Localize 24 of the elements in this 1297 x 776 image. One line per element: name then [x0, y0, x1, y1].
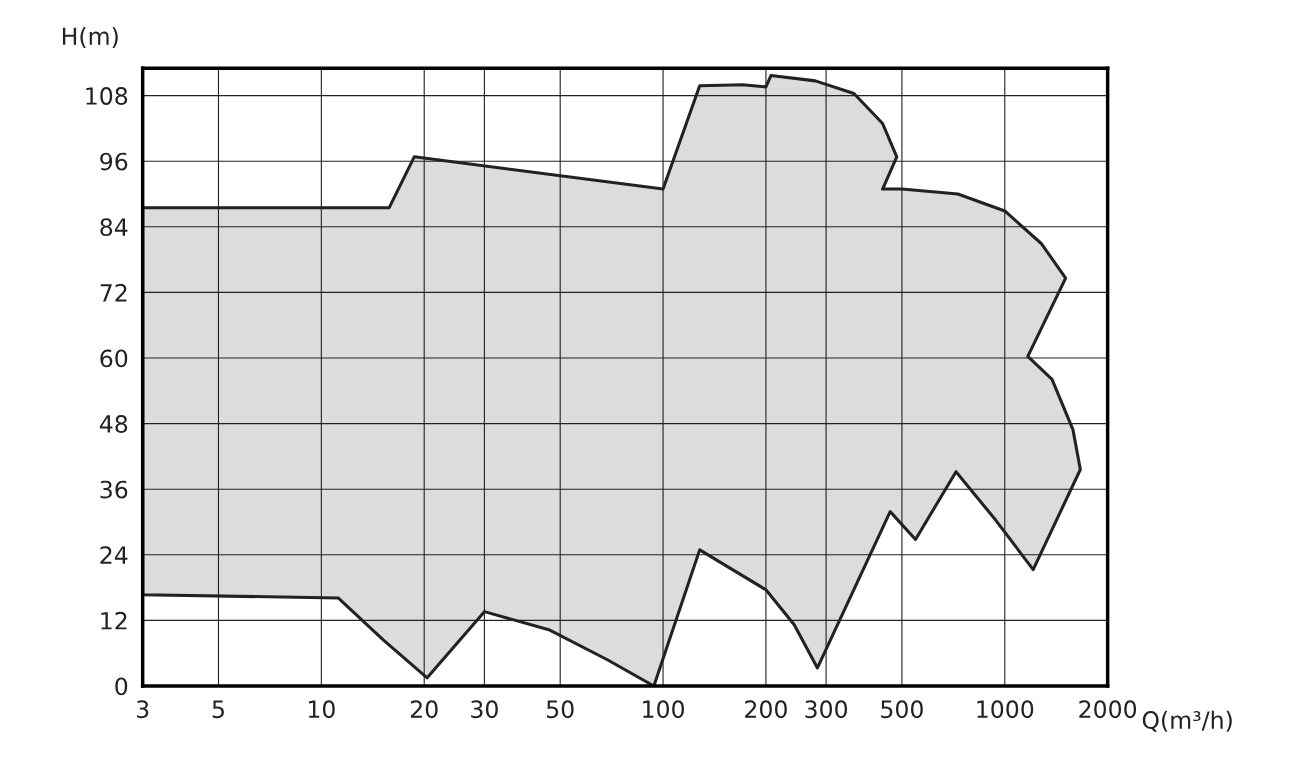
x-tick-label: 10 [308, 700, 335, 719]
y-tick-label: 96 [100, 152, 128, 171]
y-tick-label: 0 [115, 677, 128, 696]
y-tick-label: 60 [100, 349, 128, 368]
x-tick-label: 500 [881, 700, 923, 719]
x-tick-label: 2000 [1079, 700, 1137, 719]
x-tick-label: 30 [471, 700, 498, 719]
y-tick-label: 108 [86, 87, 128, 105]
x-tick-label: 200 [745, 700, 787, 719]
y-tick-label: 36 [100, 480, 128, 499]
x-tick-label: 50 [546, 700, 574, 719]
x-tick-label: 20 [410, 700, 438, 719]
x-tick-label: 1000 [977, 700, 1034, 719]
y-tick-label: 72 [100, 283, 127, 302]
y-tick-label: 84 [100, 218, 128, 237]
y-tick-label: 48 [99, 415, 128, 433]
x-axis-title: Q(m³/h) [1142, 710, 1232, 732]
x-tick-label: 3 [136, 700, 149, 719]
y-axis-title: H(m) [62, 26, 118, 48]
x-tick-label: 300 [805, 700, 848, 719]
x-tick-label: 5 [212, 700, 224, 719]
x-tick-label: 100 [643, 700, 685, 719]
y-tick-label: 12 [101, 611, 127, 630]
y-tick-label: 24 [100, 546, 128, 564]
